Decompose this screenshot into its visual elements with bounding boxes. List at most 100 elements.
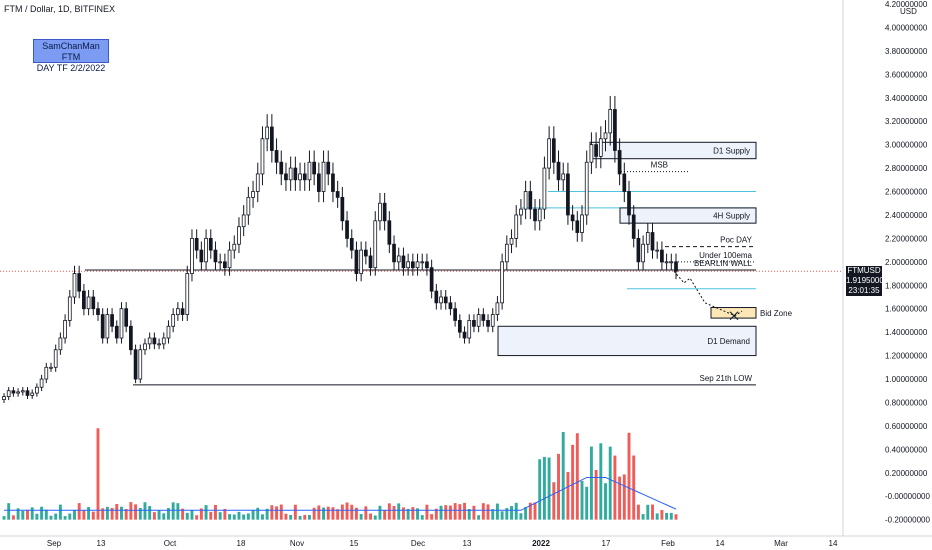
- volume-bar: [209, 511, 213, 520]
- candle-body: [528, 191, 533, 210]
- volume-bar: [129, 502, 133, 520]
- volume-bar: [77, 503, 81, 520]
- candle-body: [570, 214, 575, 222]
- candle-body: [63, 320, 67, 339]
- candle-body: [129, 325, 133, 351]
- candle-body: [486, 320, 490, 327]
- candle-body: [443, 296, 448, 304]
- candle-body: [509, 237, 514, 245]
- candle-body: [110, 314, 114, 327]
- volume-bar: [608, 446, 612, 520]
- candle-body: [457, 320, 462, 333]
- candle-body: [91, 296, 96, 310]
- candle-body: [58, 337, 63, 351]
- volume-bar: [63, 516, 67, 520]
- volume-bar: [105, 506, 109, 520]
- candle-body: [655, 249, 660, 252]
- price-tick-label: 1.80000000: [885, 281, 928, 290]
- volume-bar: [491, 509, 495, 520]
- volume-bar: [636, 504, 640, 520]
- volume-bar: [228, 514, 232, 520]
- candle-body: [53, 349, 58, 368]
- volume-bar: [538, 459, 542, 520]
- candle-body: [429, 267, 434, 292]
- volume-bar: [359, 513, 363, 520]
- price-axis[interactable]: 4.20000000 4.00000000 3.80000000 3.60000000…: [842, 0, 930, 536]
- candles: [2, 95, 678, 403]
- time-tick-label: 13: [463, 539, 472, 548]
- volume-bar: [557, 453, 560, 520]
- candle-body: [354, 249, 359, 274]
- volume-bar: [589, 446, 593, 520]
- candle-body: [133, 349, 138, 380]
- candle-body: [227, 249, 232, 269]
- level-label: Under 100ema: [699, 251, 752, 260]
- candle-body: [44, 366, 49, 380]
- volume-bar: [571, 444, 575, 520]
- candle-body: [547, 138, 551, 169]
- price-tag-countdown: 23:01:35: [848, 286, 880, 295]
- volume-bar: [369, 513, 373, 520]
- time-tick-label: Oct: [164, 539, 177, 548]
- volume-bar: [265, 508, 269, 520]
- volume-bar: [256, 507, 260, 520]
- candle-body: [340, 196, 345, 222]
- volume-bar: [96, 428, 100, 520]
- volume-bar: [397, 503, 401, 520]
- volume-bar: [181, 508, 185, 520]
- volume-bar: [204, 505, 208, 520]
- volume-bar: [218, 512, 222, 520]
- price-tick-label: 3.40000000: [885, 94, 928, 103]
- candle-body: [410, 261, 415, 269]
- time-axis[interactable]: Sep 13 Oct 18 Nov 15 Dec 13 2022 17 Feb 14 Mar 14: [0, 535, 932, 548]
- candle-body: [425, 261, 429, 269]
- candle-body: [237, 226, 241, 245]
- volume-bar: [303, 514, 307, 520]
- candle-body: [481, 314, 486, 321]
- candle-body: [462, 331, 467, 339]
- volume-bar: [326, 506, 330, 520]
- volume-bar: [30, 507, 34, 520]
- volume-bar: [477, 515, 481, 520]
- price-tick-label: 1.00000000: [885, 375, 928, 384]
- candle-body: [147, 337, 152, 345]
- price-tick-label: 4.20000000: [885, 0, 928, 9]
- volume-bar: [190, 510, 194, 520]
- volume-bar: [176, 503, 180, 520]
- candle-body: [453, 308, 457, 321]
- volume-bar: [91, 511, 95, 520]
- volume-bar: [199, 508, 203, 520]
- price-tag-price: 1.91950000: [846, 276, 889, 285]
- volume-bar: [552, 482, 556, 520]
- author-note[interactable]: SamChanMan FTM DAY TF 2/2/2022: [33, 39, 109, 73]
- volume-bar: [632, 455, 636, 520]
- volume-bar: [453, 503, 457, 520]
- candle-body: [495, 302, 500, 315]
- volume-bar: [26, 509, 29, 520]
- candle-body: [608, 109, 613, 134]
- candle-body: [603, 132, 608, 140]
- volume-bar: [444, 505, 448, 520]
- volume-bar: [669, 512, 673, 520]
- time-tick-label: 2022: [532, 539, 550, 548]
- volume-bar: [651, 504, 654, 520]
- candle-body: [392, 243, 396, 263]
- level-label: BEARLIN WALL: [694, 259, 752, 268]
- volume-bar: [425, 504, 429, 520]
- candle-body: [321, 161, 326, 192]
- candle-body: [598, 138, 603, 157]
- volume-bar: [439, 505, 443, 520]
- candle-body: [171, 314, 176, 327]
- candle-body: [77, 273, 82, 292]
- candle-body: [11, 390, 16, 394]
- time-tick-label: Nov: [290, 539, 304, 548]
- candle-body: [298, 173, 302, 181]
- price-tick-label: 2.20000000: [885, 234, 928, 243]
- price-tick-label: 0.60000000: [885, 422, 928, 431]
- price-tick-label: 1.40000000: [885, 328, 928, 337]
- volume-bar: [167, 508, 170, 520]
- volume-bar: [514, 502, 518, 520]
- price-tick-label: 0.20000000: [885, 469, 928, 478]
- volume-bar: [646, 504, 650, 520]
